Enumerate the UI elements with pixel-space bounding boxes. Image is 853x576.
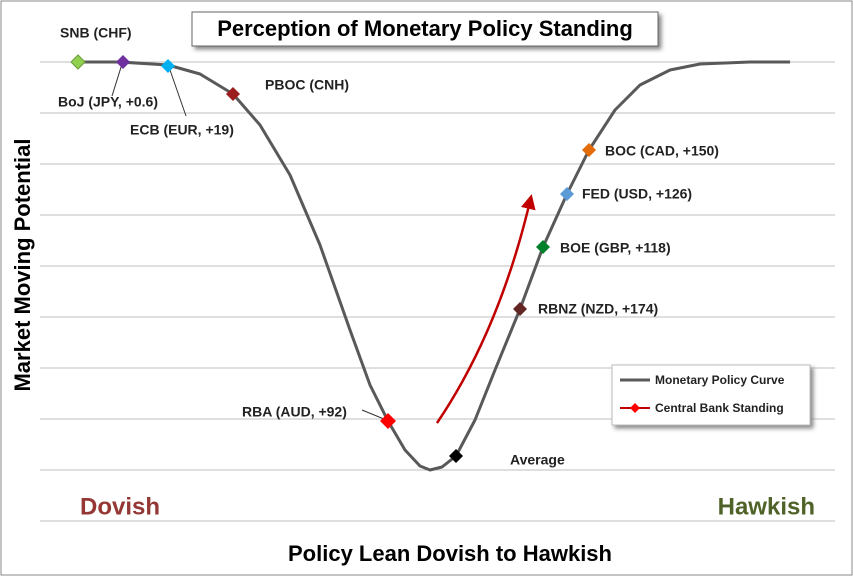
grid	[40, 61, 835, 522]
legend: Monetary Policy Curve Central Bank Stand…	[611, 364, 811, 426]
title-box	[191, 11, 659, 47]
bank-label: BOE (GBP, +118)	[560, 240, 671, 256]
x-axis-label: Policy Lean Dovish to Hawkish	[288, 541, 612, 566]
legend-label: Central Bank Standing	[655, 401, 784, 415]
hawkish-label: Hawkish	[718, 493, 815, 520]
bank-label: FED (USD, +126)	[582, 186, 692, 202]
bank-label: ECB (EUR, +19)	[130, 122, 234, 138]
bank-label: BOC (CAD, +150)	[605, 143, 719, 159]
leaders	[111, 63, 385, 420]
bank-label: RBNZ (NZD, +174)	[538, 301, 658, 317]
bank-label: BoJ (JPY, +0.6)	[58, 94, 158, 110]
dovish-label: Dovish	[80, 493, 160, 520]
legend-label: Monetary Policy Curve	[655, 373, 785, 387]
policy-curve	[75, 60, 790, 472]
bank-label: RBA (AUD, +92)	[242, 404, 347, 420]
title: Perception of Monetary Policy Standing	[217, 16, 633, 41]
bank-label: SNB (CHF)	[60, 25, 132, 41]
bank-label: PBOC (CNH)	[265, 77, 349, 93]
y-axis-label: Market Moving Potential	[10, 138, 35, 391]
markers	[70, 54, 596, 463]
bank-label: Average	[510, 452, 565, 468]
trend-arrow	[435, 194, 536, 424]
